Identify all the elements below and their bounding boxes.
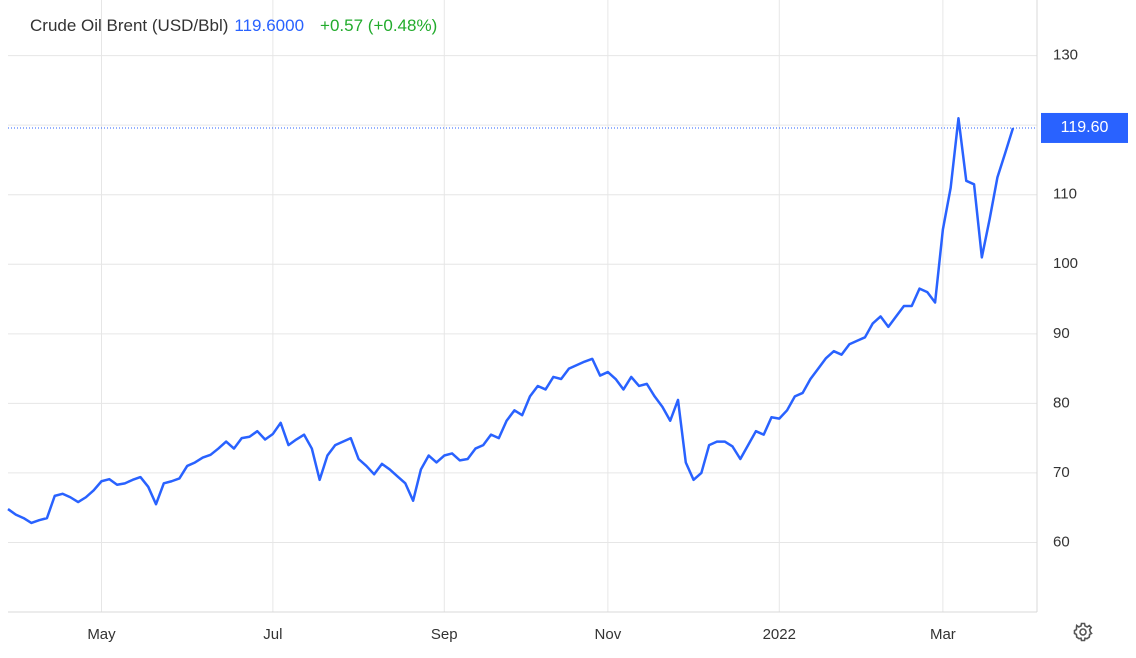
price-line [7, 116, 1015, 525]
x-tick-label: Jul [263, 626, 282, 643]
y-tick-label: 100 [1053, 255, 1078, 272]
last-price-label: 119.60 [1061, 119, 1109, 136]
change: +0.57 (+0.48%) [320, 16, 437, 35]
y-tick-label: 80 [1053, 394, 1070, 411]
chart-header: Crude Oil Brent (USD/Bbl) 119.6000 +0.57 (… [30, 16, 437, 35]
last-price-badge [1041, 112, 1128, 143]
x-tick-label: May [87, 626, 116, 643]
settings-icon-hub [1079, 628, 1087, 636]
settings-icon-cog [1073, 622, 1093, 642]
chart-title: Crude Oil Brent (USD/Bbl) [30, 16, 228, 35]
x-tick-label: Mar [930, 626, 956, 643]
price: 119.6000 [234, 16, 304, 35]
x-tick-label: 2022 [763, 626, 796, 643]
y-tick-label: 110 [1053, 186, 1077, 203]
y-tick-label: 90 [1053, 325, 1070, 342]
y-tick-label: 60 [1053, 533, 1070, 550]
y-tick-label: 130 [1053, 47, 1078, 64]
x-tick-label: Sep [431, 626, 458, 643]
settings-icon[interactable] [1073, 622, 1093, 642]
x-tick-label: Nov [595, 626, 622, 643]
y-tick-label: 70 [1053, 464, 1070, 481]
